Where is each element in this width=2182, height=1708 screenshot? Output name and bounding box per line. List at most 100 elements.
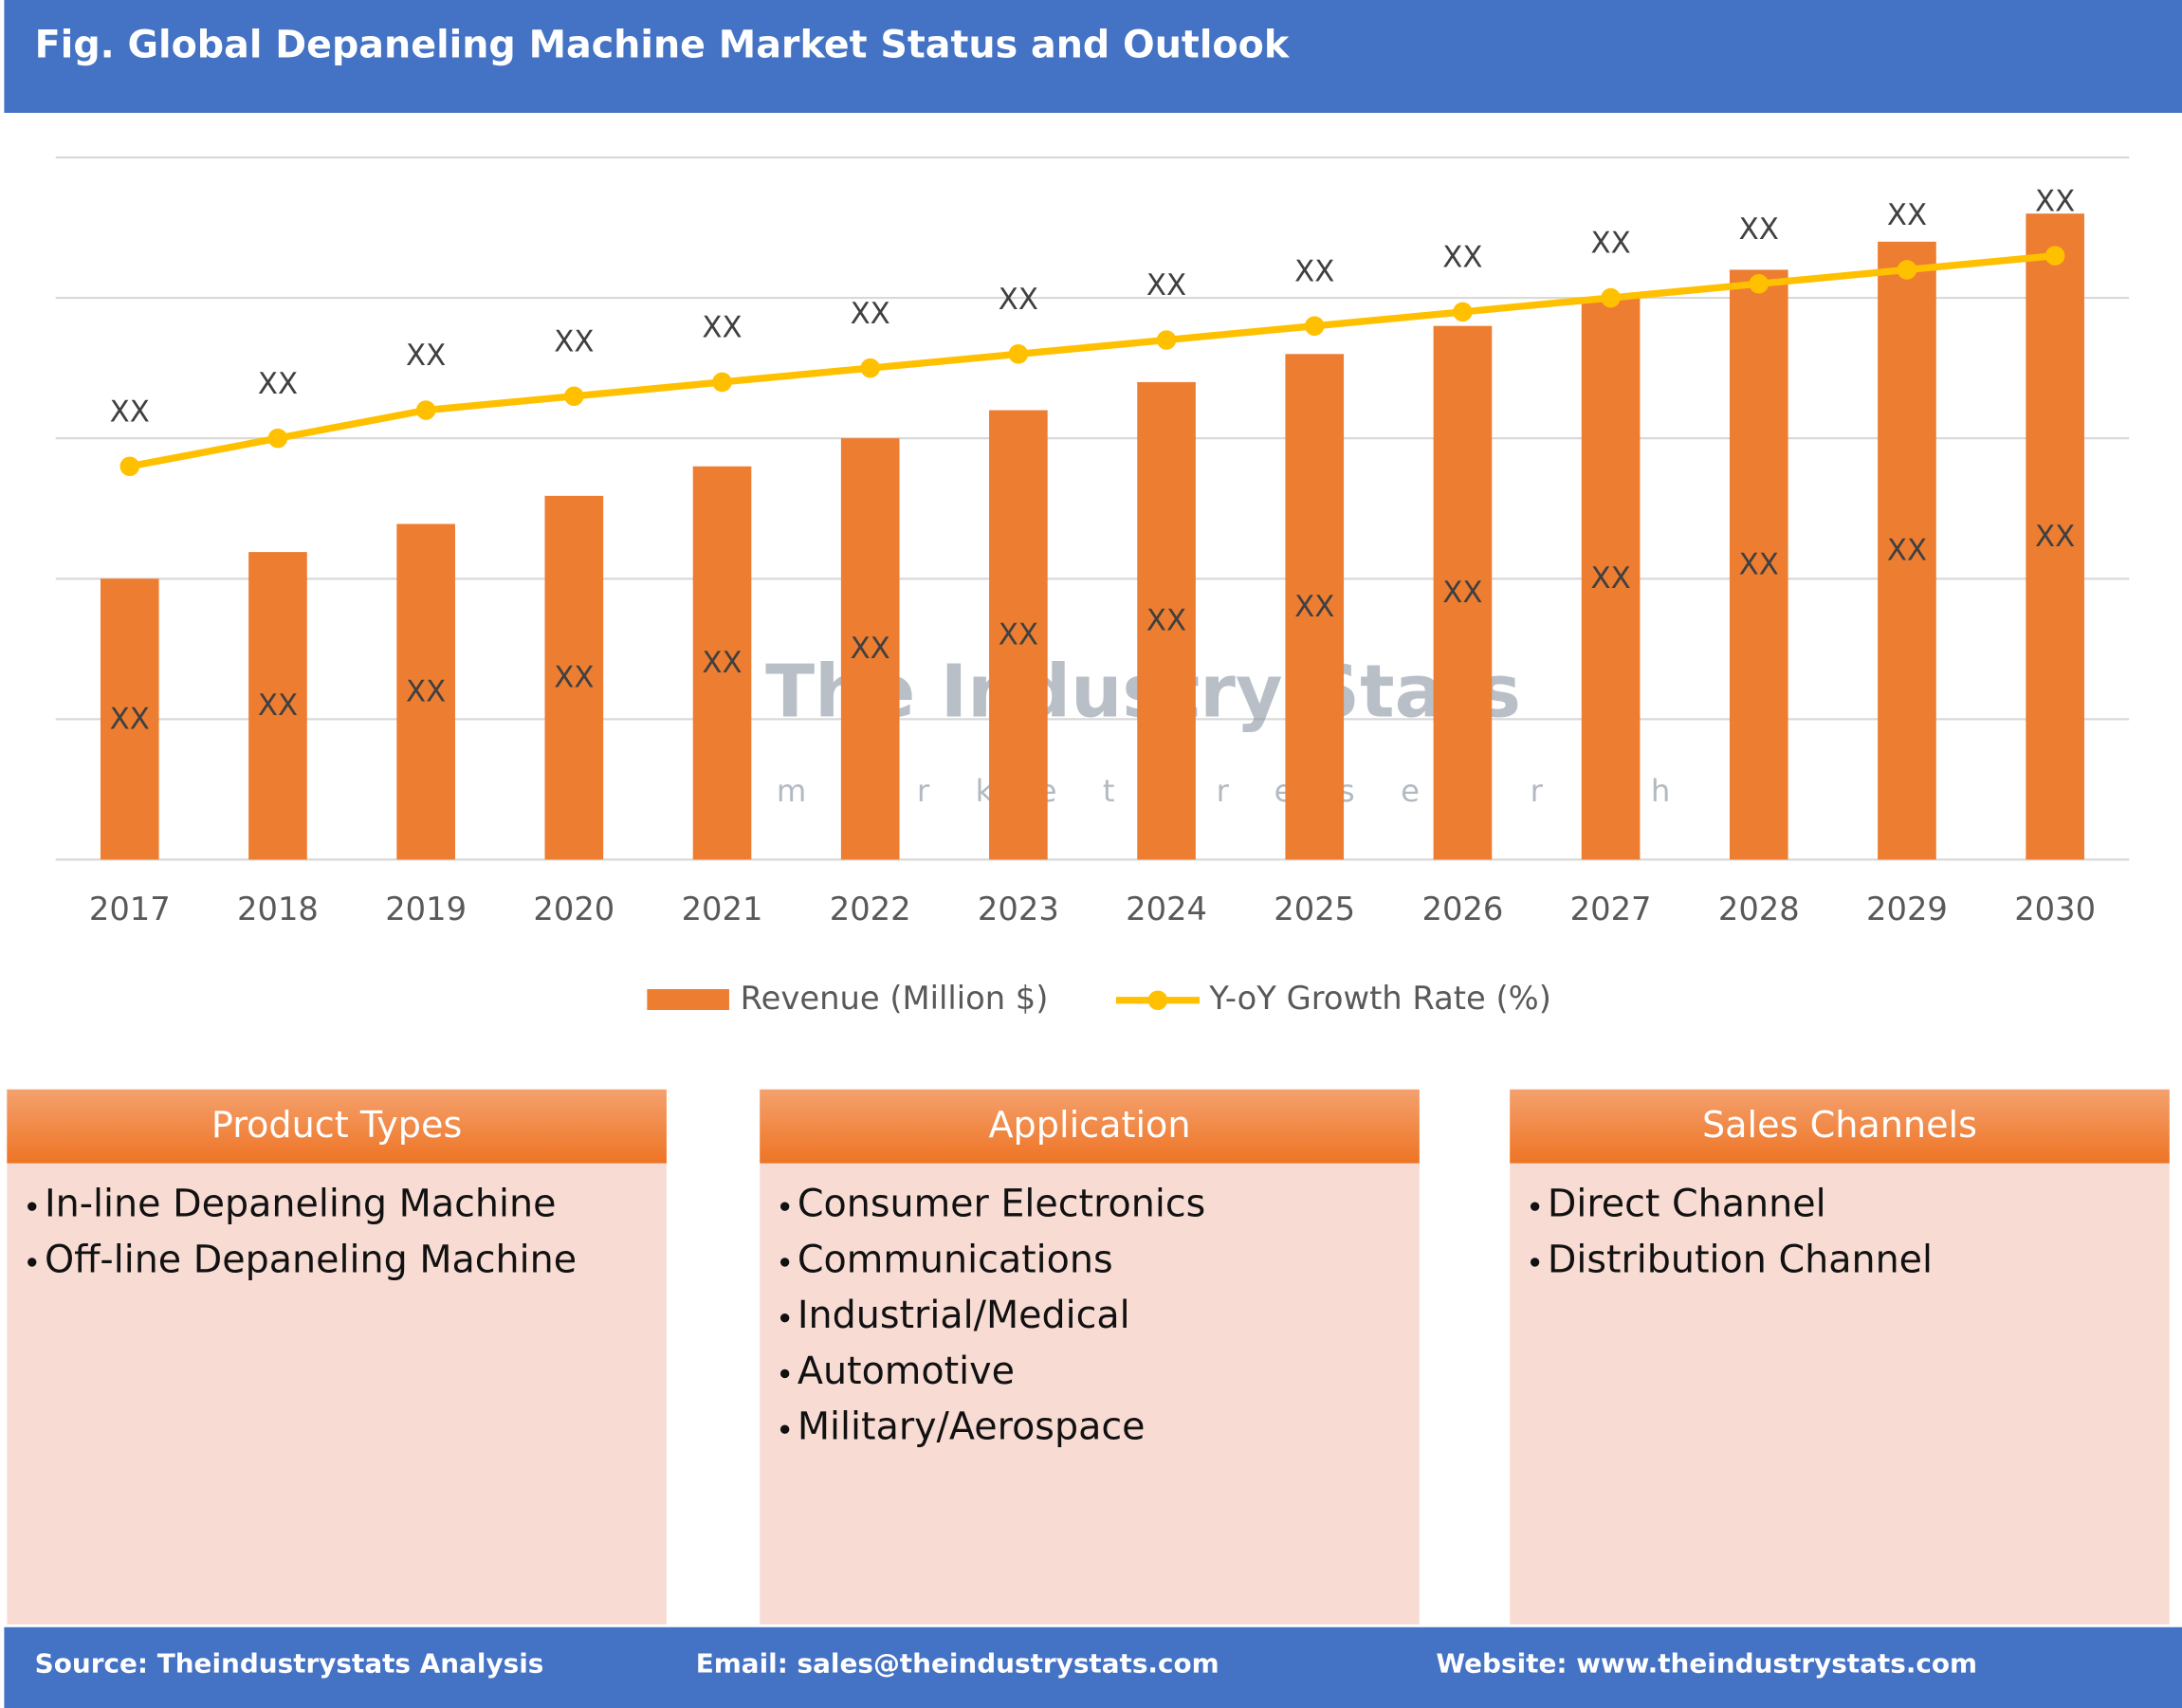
- watermark-tagline: market research: [777, 773, 1716, 809]
- legend-label: Y-oY Growth Rate (%): [1208, 980, 1551, 1017]
- bar: [100, 579, 159, 860]
- panel-body: [1510, 1089, 2170, 1625]
- bullet: [779, 1202, 790, 1211]
- line-point: [1897, 260, 1917, 280]
- panel-item: Consumer Electronics: [798, 1183, 1205, 1226]
- line-label: XX: [1146, 268, 1186, 303]
- line-label: XX: [1590, 227, 1630, 261]
- bar-label: XX: [406, 674, 446, 708]
- footer-bar: [4, 1626, 2182, 1708]
- panel-item: Direct Channel: [1548, 1183, 1826, 1226]
- bar: [544, 495, 604, 860]
- title-bar: [4, 0, 2182, 113]
- bar-label: XX: [2035, 520, 2075, 554]
- line-label: XX: [1739, 212, 1779, 247]
- panel-item: Off-line Depaneling Machine: [45, 1238, 577, 1281]
- bar: [1433, 325, 1493, 860]
- line-label: XX: [406, 339, 446, 373]
- line-label: XX: [110, 395, 150, 429]
- bar-label: XX: [1590, 561, 1630, 596]
- bullet: [28, 1258, 37, 1267]
- line-label: XX: [1294, 254, 1334, 288]
- line-label: XX: [1887, 198, 1927, 232]
- x-tick-label: 2023: [978, 891, 1059, 927]
- panels: Product Types In-line Depaneling Machine O…: [7, 1089, 2170, 1625]
- line: [129, 251, 2056, 470]
- bar: [1878, 241, 1936, 860]
- line-point: [415, 400, 436, 420]
- panel-item: In-line Depaneling Machine: [45, 1183, 556, 1226]
- line-point: [860, 358, 880, 378]
- bar-label: XX: [702, 646, 742, 680]
- panel-header: [1510, 1089, 2170, 1164]
- bar: [2026, 213, 2084, 860]
- line-label: XX: [702, 311, 742, 345]
- bullet: [779, 1313, 790, 1323]
- legend-swatch: [647, 988, 729, 1011]
- bar-label: XX: [999, 617, 1038, 652]
- line-point: [564, 386, 584, 407]
- x-tick-label: 2027: [1570, 891, 1652, 927]
- panel-item: Industrial/Medical: [798, 1294, 1130, 1337]
- line-point: [1008, 344, 1029, 364]
- panel-body: [760, 1089, 1420, 1625]
- bullet: [779, 1368, 790, 1379]
- panel-title: Application: [988, 1105, 1190, 1147]
- x-tick-label: 2024: [1126, 891, 1207, 927]
- bar: [396, 523, 455, 860]
- bullet: [1530, 1202, 1540, 1211]
- panel-item: Distribution Channel: [1548, 1238, 1933, 1281]
- line-point: [1453, 302, 1473, 322]
- line-label: XX: [851, 297, 890, 331]
- bar: [1581, 298, 1641, 860]
- line-point: [119, 456, 140, 477]
- bar: [1729, 269, 1788, 860]
- panel-title: Product Types: [211, 1105, 462, 1147]
- x-tick-label: 2017: [89, 891, 171, 927]
- bar-label: XX: [110, 702, 150, 736]
- bar-label: XX: [1887, 534, 1927, 568]
- bar: [989, 410, 1048, 860]
- bar-label: XX: [1739, 547, 1779, 581]
- bullet: [779, 1258, 790, 1267]
- bar: [1285, 354, 1345, 860]
- bar: [692, 466, 752, 860]
- panel-item: Communications: [798, 1238, 1113, 1281]
- bullet: [1530, 1258, 1540, 1267]
- line-label: XX: [999, 283, 1038, 317]
- panel-title: Sales Channels: [1702, 1105, 1977, 1147]
- bar-label: XX: [258, 689, 298, 723]
- panel-header: [7, 1089, 667, 1164]
- panel-item: Military/Aerospace: [798, 1405, 1146, 1449]
- x-tick-label: 2021: [682, 891, 763, 927]
- footer-website: Website: www.theindustrystats.com: [1436, 1647, 1977, 1679]
- x-tick-label: 2019: [385, 891, 467, 927]
- footer-source: Source: Theindustrystats Analysis: [35, 1647, 544, 1679]
- x-tick-label: 2022: [830, 891, 911, 927]
- legend-label: Revenue (Million $): [741, 980, 1049, 1017]
- bullet: [779, 1424, 790, 1434]
- line-point: [2044, 246, 2065, 266]
- line-point: [1749, 273, 1769, 294]
- line-label: XX: [554, 324, 594, 358]
- line-point: [267, 428, 288, 449]
- bar: [1137, 381, 1196, 860]
- bar-label: XX: [1294, 590, 1334, 624]
- bar-label: XX: [554, 661, 594, 695]
- bar: [248, 552, 307, 860]
- bullet: [28, 1202, 37, 1211]
- legend-swatch-dot: [1147, 990, 1168, 1011]
- panel-item: Automotive: [798, 1350, 1015, 1393]
- chart-title: Fig. Global Depaneling Machine Market St…: [35, 23, 1291, 66]
- x-tick-label: 2018: [237, 891, 319, 927]
- panel-header: [760, 1089, 1420, 1164]
- x-tick-label: 2029: [1866, 891, 1948, 927]
- x-tick-label: 2020: [533, 891, 614, 927]
- line-label: XX: [1442, 241, 1482, 275]
- line-point: [1304, 316, 1325, 336]
- line-point: [1156, 330, 1177, 350]
- footer-email: Email: sales@theindustrystats.com: [696, 1647, 1219, 1679]
